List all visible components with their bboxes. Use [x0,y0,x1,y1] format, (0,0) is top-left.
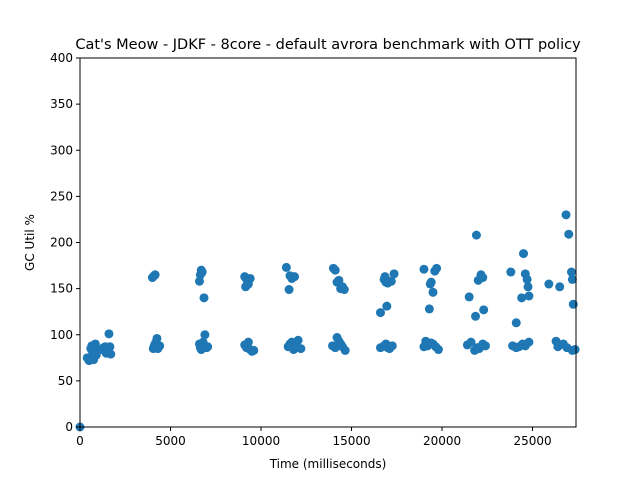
y-tick-label: 200 [50,236,73,250]
data-point [290,272,300,282]
data-point [555,282,565,292]
data-point [471,230,481,240]
data-point [386,276,396,286]
data-point [570,345,580,355]
chart-title: Cat's Meow - JDKF - 8core - default avro… [75,37,581,53]
data-points [75,210,580,432]
y-tick-label: 150 [50,282,73,296]
x-tick-label: 0 [76,434,84,448]
data-point [506,267,516,277]
data-point [428,287,438,297]
data-point [284,285,294,295]
plot-frame [79,57,577,428]
data-point [199,293,209,303]
y-tick-label: 300 [50,143,73,157]
y-axis-label: GC Util % [23,214,37,271]
data-point [464,292,474,302]
x-tick-label: 15000 [332,434,370,448]
data-point [523,282,533,292]
y-tick-label: 250 [50,189,73,203]
y-tick-label: 400 [50,51,73,65]
data-point [91,350,101,360]
y-tick-label: 0 [65,420,73,434]
x-tick-label: 20000 [423,434,461,448]
data-point [426,277,436,287]
data-point [90,339,100,349]
data-point [293,335,303,345]
data-point [524,291,534,301]
data-point [432,263,442,273]
data-point [152,333,162,343]
data-point [340,345,350,355]
data-point [339,285,349,295]
data-point [419,264,429,274]
data-point [155,341,165,351]
data-point [522,274,532,284]
data-point [296,344,306,354]
data-point [466,337,476,347]
data-point [511,318,521,328]
data-point [330,265,340,275]
data-point [471,311,481,321]
x-tick-label: 5000 [155,434,186,448]
x-axis-label: Time (milliseconds) [269,457,387,471]
data-point [566,267,576,277]
data-point [245,273,255,283]
data-point [479,305,489,315]
data-point [567,274,577,284]
y-axis: 0 50 100 150 200 250 300 350 400 [50,51,80,434]
data-point [375,308,385,318]
data-point [517,293,527,303]
data-point [519,249,529,259]
y-tick-label: 350 [50,97,73,111]
data-point [150,270,160,280]
data-point [382,301,392,311]
data-point [281,262,291,272]
x-tick-label: 25000 [513,434,551,448]
data-point [480,341,490,351]
data-point [105,342,115,352]
data-point [564,229,574,239]
data-point [389,269,399,279]
y-tick-label: 50 [58,374,73,388]
data-point [424,304,434,314]
data-point [387,341,397,351]
x-axis: 0 5000 10000 15000 20000 25000 [76,427,552,448]
data-point [200,330,210,340]
x-tick-label: 10000 [242,434,280,448]
data-point [544,279,554,289]
data-point [249,345,259,355]
data-point [243,337,253,347]
data-point [104,329,114,339]
data-point [561,210,571,220]
data-point [478,273,488,283]
data-point [203,342,213,352]
data-point [433,345,443,355]
data-point [197,267,207,277]
data-point [524,337,534,347]
y-tick-label: 100 [50,328,73,342]
data-point [106,349,116,359]
